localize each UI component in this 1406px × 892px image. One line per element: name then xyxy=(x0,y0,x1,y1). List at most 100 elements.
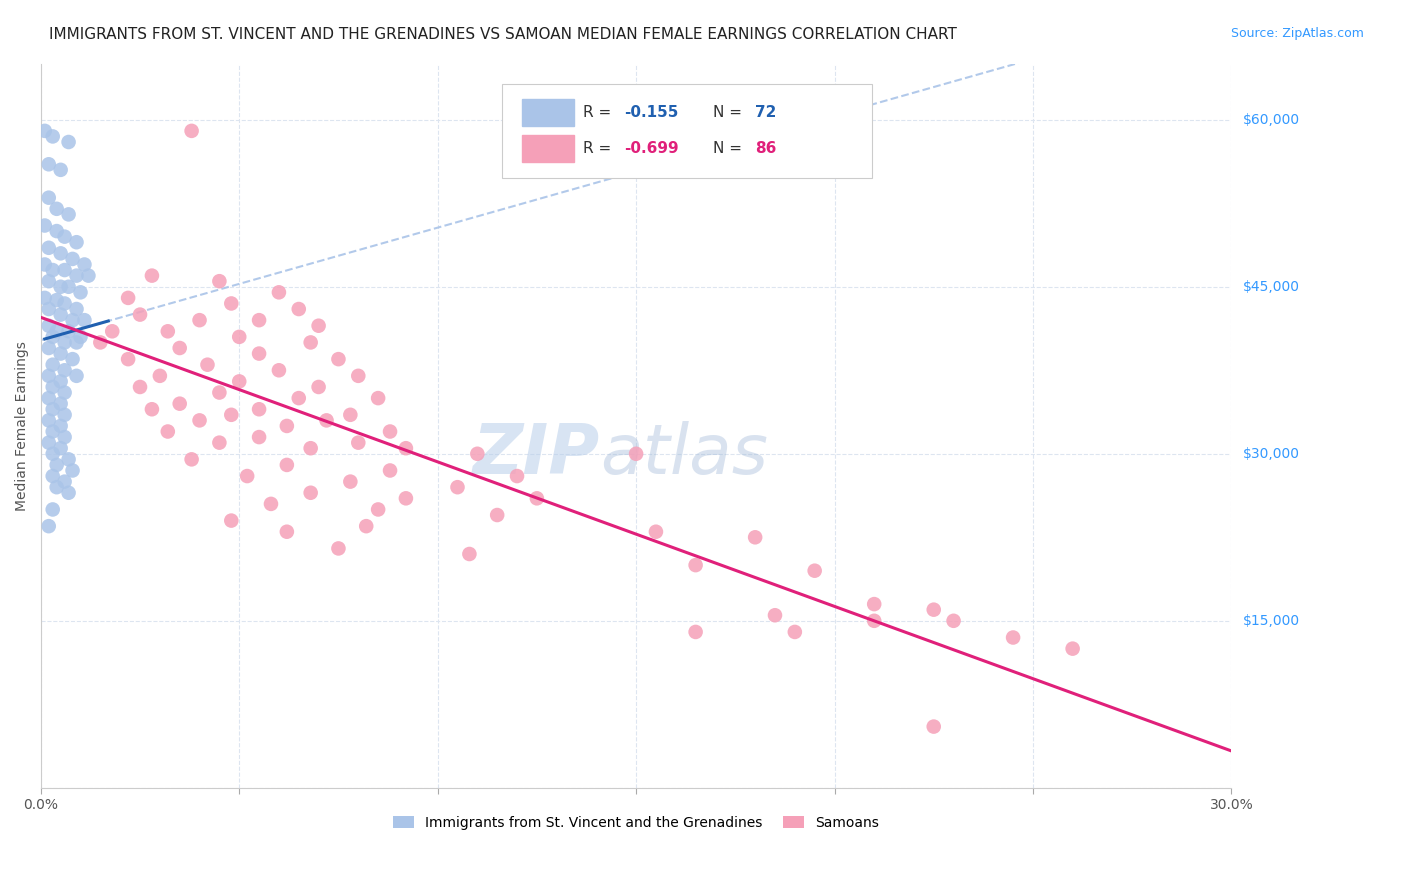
Point xyxy=(34,258,56,272)
Point xyxy=(247,402,270,417)
Point xyxy=(339,408,361,422)
Point xyxy=(458,547,481,561)
Point xyxy=(45,224,67,238)
Point xyxy=(228,375,250,389)
Point xyxy=(49,419,72,434)
Point xyxy=(267,285,290,300)
Point xyxy=(188,313,211,327)
Point xyxy=(41,330,63,344)
FancyBboxPatch shape xyxy=(522,99,574,127)
Point xyxy=(276,524,298,539)
Point xyxy=(45,202,67,216)
Point xyxy=(77,268,100,283)
Point xyxy=(38,519,60,533)
Point xyxy=(58,207,80,221)
Point xyxy=(188,413,211,427)
Point xyxy=(65,335,87,350)
Text: -0.699: -0.699 xyxy=(624,141,679,156)
Point xyxy=(315,413,337,427)
Point xyxy=(347,368,370,383)
Point xyxy=(339,475,361,489)
Point xyxy=(49,397,72,411)
Point xyxy=(922,602,945,616)
Point xyxy=(34,291,56,305)
Point xyxy=(101,324,124,338)
Point xyxy=(38,274,60,288)
Point xyxy=(53,229,76,244)
Point xyxy=(299,335,322,350)
Point xyxy=(129,308,152,322)
Point xyxy=(53,263,76,277)
Point xyxy=(221,514,243,528)
Point xyxy=(45,293,67,307)
Point xyxy=(58,324,80,338)
Point xyxy=(942,614,965,628)
Point xyxy=(197,358,219,372)
Point xyxy=(41,502,63,516)
Point xyxy=(247,313,270,327)
Point xyxy=(446,480,468,494)
Point xyxy=(53,408,76,422)
Point xyxy=(378,425,401,439)
Point xyxy=(863,597,886,611)
Point xyxy=(49,162,72,177)
Point xyxy=(328,541,350,556)
Point xyxy=(49,246,72,260)
Point xyxy=(276,458,298,472)
Point xyxy=(526,491,548,506)
Point xyxy=(38,191,60,205)
Point xyxy=(49,308,72,322)
Point xyxy=(367,391,389,405)
Point xyxy=(267,363,290,377)
Point xyxy=(58,279,80,293)
Point xyxy=(41,263,63,277)
Point xyxy=(208,435,231,450)
Point xyxy=(89,335,111,350)
Point xyxy=(624,447,647,461)
Point xyxy=(287,391,309,405)
Point xyxy=(65,301,87,316)
Point xyxy=(287,301,309,316)
Point xyxy=(58,135,80,149)
Point xyxy=(34,219,56,233)
Point xyxy=(395,491,418,506)
Point xyxy=(328,352,350,367)
Text: 72: 72 xyxy=(755,105,776,120)
Point xyxy=(783,624,806,639)
Point xyxy=(180,124,202,138)
Point xyxy=(803,564,825,578)
Point xyxy=(62,313,84,327)
Point xyxy=(62,352,84,367)
Point xyxy=(65,268,87,283)
Point xyxy=(141,402,163,417)
Text: ZIP: ZIP xyxy=(474,421,600,489)
Point xyxy=(38,241,60,255)
Point xyxy=(156,425,179,439)
Point xyxy=(299,441,322,455)
Point xyxy=(744,530,766,544)
Point xyxy=(53,385,76,400)
Point xyxy=(49,346,72,360)
Point xyxy=(1062,641,1084,656)
Point xyxy=(156,324,179,338)
Point xyxy=(308,380,330,394)
Point xyxy=(49,279,72,293)
Text: -0.155: -0.155 xyxy=(624,105,679,120)
Point xyxy=(247,430,270,444)
Point xyxy=(45,480,67,494)
Text: N =: N = xyxy=(713,105,748,120)
Point xyxy=(53,363,76,377)
Point xyxy=(129,380,152,394)
Point xyxy=(41,469,63,483)
Text: $30,000: $30,000 xyxy=(1243,447,1299,461)
Point xyxy=(763,608,786,623)
Point xyxy=(73,258,96,272)
Text: Source: ZipAtlas.com: Source: ZipAtlas.com xyxy=(1230,27,1364,40)
Point xyxy=(65,368,87,383)
Point xyxy=(685,558,707,573)
Text: R =: R = xyxy=(582,141,616,156)
FancyBboxPatch shape xyxy=(502,84,872,178)
Point xyxy=(41,129,63,144)
Text: 86: 86 xyxy=(755,141,776,156)
Legend: Immigrants from St. Vincent and the Grenadines, Samoans: Immigrants from St. Vincent and the Gren… xyxy=(388,810,884,835)
